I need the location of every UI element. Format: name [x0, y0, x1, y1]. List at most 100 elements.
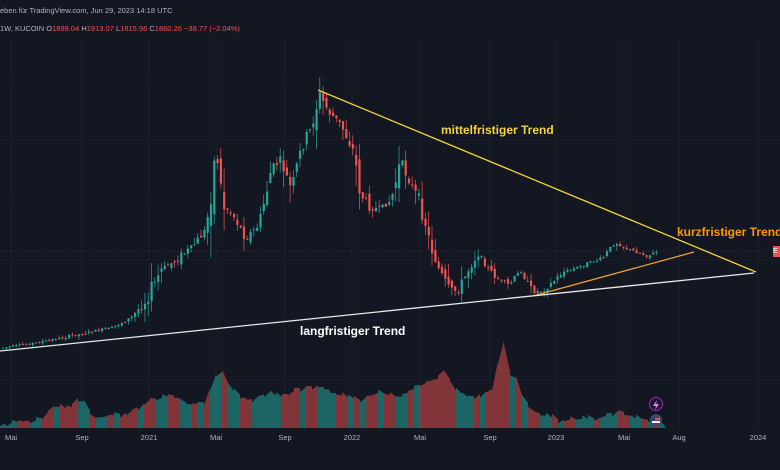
candle-body: [569, 269, 572, 271]
candle-body: [368, 193, 371, 211]
candle-body: [18, 344, 21, 346]
volume-bar: [270, 390, 276, 428]
candle-body: [71, 334, 74, 336]
volume-bar: [624, 415, 630, 428]
lightning-icon[interactable]: [649, 397, 663, 411]
candle-body: [427, 226, 430, 236]
candle-body: [289, 176, 292, 186]
x-axis-label: Aug: [672, 433, 686, 442]
volume-bar: [594, 418, 600, 428]
candle-body: [91, 331, 94, 333]
candle-body: [546, 289, 549, 293]
candle-body: [223, 191, 226, 210]
candle-body: [285, 167, 288, 176]
candle-body: [355, 154, 358, 166]
volume-bar: [516, 375, 522, 428]
volume-bar: [636, 414, 642, 428]
volume-bar: [342, 392, 348, 428]
candle-body: [371, 209, 374, 211]
volume-bar: [192, 403, 198, 428]
volume-bar: [24, 420, 30, 428]
candle-body: [490, 265, 493, 271]
candle-body: [404, 160, 407, 176]
x-axis-label: Sep: [278, 433, 292, 442]
volume-bar: [162, 394, 168, 428]
volume-bar: [204, 388, 210, 428]
candle-body: [609, 246, 612, 252]
volume-bar: [258, 394, 264, 428]
candle-body: [424, 218, 427, 227]
volume-bar: [18, 420, 24, 428]
candle-body: [602, 257, 605, 259]
volume-bar: [48, 406, 54, 428]
candle-body: [31, 342, 34, 345]
candle-body: [272, 163, 275, 174]
candle-body: [256, 227, 259, 231]
volume-bar: [498, 340, 504, 428]
candle-body: [315, 109, 318, 131]
candle-body: [11, 345, 15, 347]
candle-body: [233, 213, 236, 218]
candle-body: [2, 347, 5, 349]
change-value: −38.77 (−2.04%): [184, 24, 240, 33]
x-axis-label: Mai: [413, 433, 427, 442]
long-term-trend-label: langfristiger Trend: [300, 324, 406, 338]
candle-body: [335, 115, 338, 119]
volume-bar: [330, 392, 336, 428]
candle-body: [381, 204, 384, 208]
volume-bar: [234, 388, 240, 428]
candle-body: [35, 342, 38, 344]
volume-bar: [240, 397, 246, 428]
candle-body: [421, 198, 424, 220]
volume-bar: [276, 392, 282, 428]
candle-body: [127, 318, 130, 322]
candle-body: [411, 184, 414, 186]
volume-bar: [456, 387, 462, 428]
candle-body: [206, 217, 209, 233]
candle-body: [539, 291, 543, 293]
candle-body: [275, 163, 279, 166]
candle-body: [48, 339, 51, 341]
volume-bar: [426, 380, 432, 428]
volume-bar: [306, 386, 312, 428]
candle-body: [553, 281, 556, 284]
volume-bar: [96, 416, 102, 428]
candle-body: [437, 261, 440, 269]
volume-bar: [108, 414, 114, 428]
candle-body: [160, 268, 163, 272]
volume-area: [0, 340, 666, 428]
volume-bar: [552, 413, 558, 428]
candle-body: [619, 244, 622, 247]
flag-icon[interactable]: [650, 414, 662, 426]
candle-body: [94, 329, 97, 332]
candle-body: [444, 269, 447, 279]
candle-body: [447, 276, 450, 285]
volume-bar: [294, 387, 300, 428]
candle-body: [28, 343, 31, 345]
candle-body: [173, 261, 176, 263]
candle-body: [473, 261, 477, 268]
candle-body: [632, 248, 635, 251]
candle-body: [74, 335, 77, 337]
volume-bar: [504, 343, 510, 428]
candle-body: [645, 255, 648, 257]
volume-bar: [198, 401, 204, 428]
candle-body: [543, 291, 546, 293]
candle-body: [378, 205, 381, 207]
candle-body: [493, 268, 496, 278]
candle-body: [414, 184, 417, 191]
candle-body: [556, 276, 559, 280]
candle-body: [332, 112, 335, 117]
candle-body: [229, 212, 232, 214]
candle-body: [242, 226, 246, 240]
candle-body: [467, 271, 470, 278]
volume-bar: [138, 403, 144, 428]
candle-body: [572, 268, 576, 271]
candle-body: [450, 280, 453, 288]
candle-body: [41, 341, 44, 344]
volume-bar: [246, 399, 252, 428]
candle-body: [361, 192, 364, 199]
candle-body: [582, 266, 585, 268]
candle-body: [497, 277, 500, 280]
